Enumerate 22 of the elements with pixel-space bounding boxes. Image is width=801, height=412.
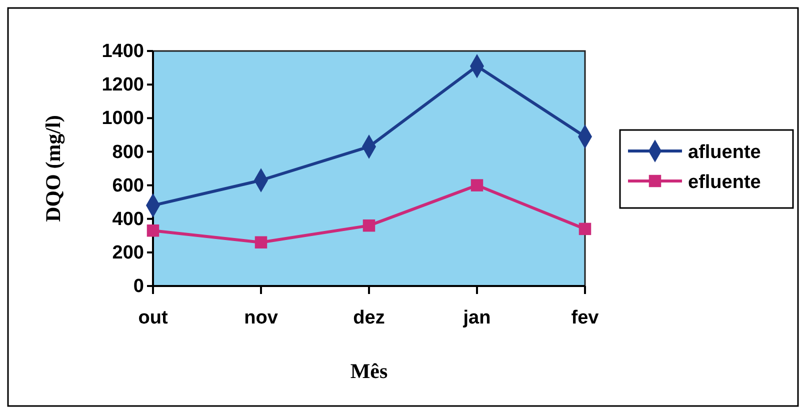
point (470, 179, 484, 192)
y-tick-label: 400 (112, 208, 144, 230)
legend-label: efluente (688, 172, 761, 193)
y-tick-label: 1200 (102, 74, 144, 96)
x-tick-label: nov (244, 307, 278, 328)
y-tick-label: 1000 (102, 108, 144, 130)
point (578, 222, 592, 236)
point (362, 219, 376, 232)
x-tick-label: dez (353, 307, 385, 328)
legend-label: afluente (688, 142, 761, 163)
y-tick-label: 600 (112, 175, 144, 196)
x-axis-title: Mês (350, 359, 388, 383)
x-tick-label: fev (571, 307, 600, 328)
y-tick-label: 200 (112, 242, 144, 264)
x-tick-label: jan (462, 307, 491, 328)
y-tick-label: 800 (112, 142, 144, 163)
y-tick-label: 1400 (102, 41, 144, 62)
y-tick-label: 0 (133, 276, 144, 298)
x-tick-label: out (138, 307, 168, 328)
y-axis-title: DQO (mg/l) (41, 115, 65, 222)
point (146, 224, 160, 237)
point (254, 236, 268, 248)
